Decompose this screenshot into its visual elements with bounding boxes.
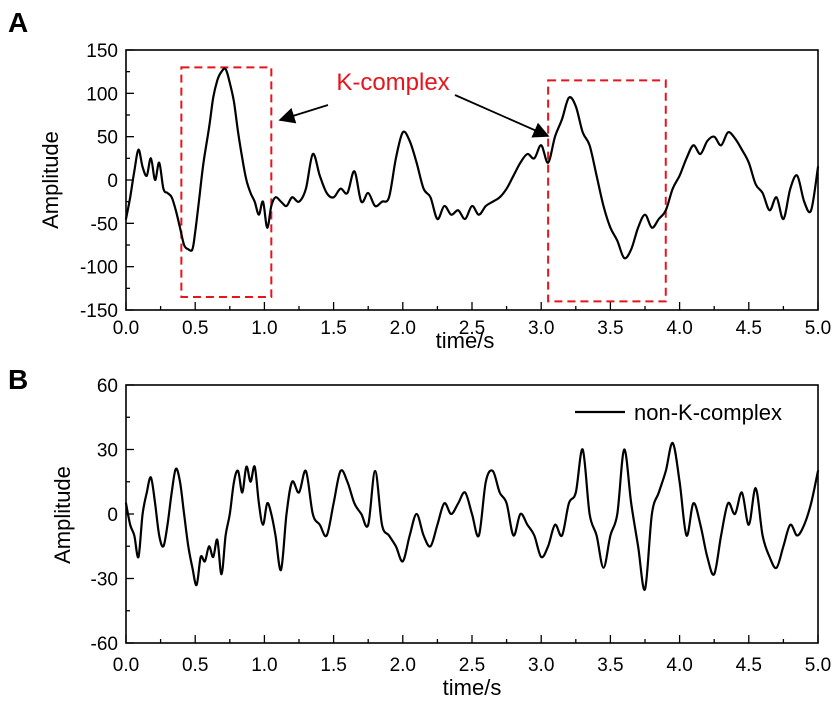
y-tick-label-a: -100 [80,258,118,279]
x-axis-title-a: time/s [436,328,495,353]
y-tick-label-a: 0 [107,171,118,192]
panel-a-plot: 0.0 0.5 1.0 1.5 2.0 2.5 3.0 3.5 4.0 4.5 5.0 150 100 5… [80,41,831,339]
x-tick-label-a: 3.0 [528,318,554,339]
signal-line-a [124,67,820,260]
x-tick-label-a: 2.0 [390,318,416,339]
x-axis-title-b: time/s [443,675,502,700]
k-complex-box-2 [547,79,667,303]
y-axis-title-a: Amplitude [38,131,63,229]
plot-frame-a [125,49,819,311]
signal-line-b [124,441,820,591]
y-tick-label-b: -30 [91,570,118,591]
x-tick-label-a: 4.5 [736,318,762,339]
x-tick-label-b: 4.5 [736,655,762,676]
panel-b-plot: 0.0 0.5 1.0 1.5 2.0 2.5 3.0 3.5 4.0 4.5 5.0 60 30 0 -3… [91,376,832,676]
y-axis-title-b: Amplitude [50,466,75,564]
y-tick-label-a: -150 [80,301,118,322]
x-tick-label-b: 3.5 [597,655,623,676]
x-tick-label-a: 1.0 [251,318,277,339]
y-tick-label-a: -50 [91,214,118,235]
x-tick-label-a: 3.5 [597,318,623,339]
y-tick-label-b: -60 [91,634,118,655]
x-tick-label-a: 2.5 [459,318,485,339]
x-tick-label-a: 1.5 [320,318,346,339]
x-tick-label-b: 0.0 [113,655,139,676]
panel-label-b: B [8,364,28,395]
x-tick-label-b: 3.0 [528,655,554,676]
x-tick-label-a: 0.5 [182,318,208,339]
y-tick-label-b: 0 [107,505,118,526]
legend-label: non-K-complex [634,400,782,425]
y-tick-label-b: 60 [97,376,118,397]
x-tick-label-b: 1.5 [320,655,346,676]
x-tick-label-b: 0.5 [182,655,208,676]
panel-b: B 0.0 0.5 1.0 1.5 2.0 2.5 3.0 3.5 4.0 4.5 5.060300… [8,364,831,700]
panel-label-a: A [8,7,28,38]
k-complex-annotation: K-complex [336,69,449,96]
k-complex-box-1 [180,66,273,299]
x-tick-label-b: 1.0 [251,655,277,676]
y-tick-label-a: 150 [86,41,118,62]
x-tick-label-a: 4.0 [666,318,692,339]
x-tick-label-b: 2.0 [390,655,416,676]
x-tick-label-a: 5.0 [805,318,831,339]
y-tick-label-a: 50 [97,128,118,149]
y-tick-label-a: 100 [86,84,118,105]
k-complex-arrow-left [278,104,329,124]
x-tick-label-b: 5.0 [805,655,831,676]
k-complex-arrow-right [454,94,550,138]
x-tick-label-b: 2.5 [459,655,485,676]
x-tick-label-b: 4.0 [666,655,692,676]
x-tick-label-a: 0.0 [113,318,139,339]
panel-a: A 0.0 0.5 1.0 1.5 2.0 2.5 3.0 3.5 4.0 4.5 5.0 150 10… [8,7,831,353]
y-tick-label-b: 30 [97,441,118,462]
